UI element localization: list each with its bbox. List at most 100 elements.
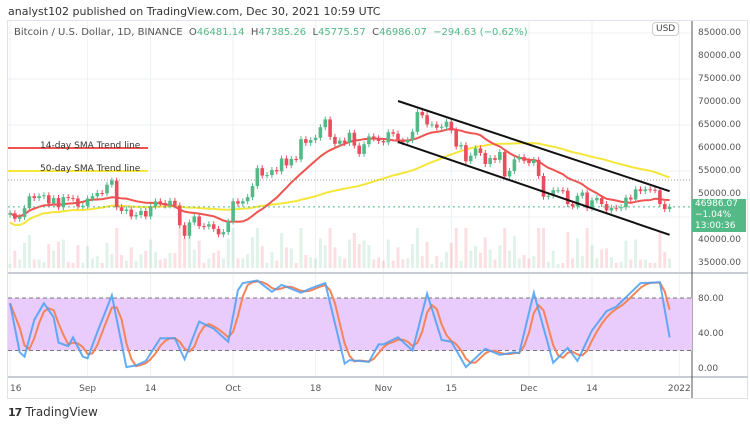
candle-body (226, 221, 231, 233)
volume-bar (556, 264, 560, 268)
candle-body (643, 189, 648, 192)
candle-body (493, 158, 497, 160)
candle-body (367, 136, 371, 145)
price-tick-label: 35000.00 (698, 258, 741, 268)
volume-bar (469, 250, 473, 268)
candle-body (541, 175, 546, 197)
candle-body (56, 198, 61, 208)
candle-body (328, 119, 332, 137)
volume-bar (600, 249, 604, 268)
volume-bar (517, 258, 521, 268)
volume-bar (352, 232, 356, 268)
volume-bar (454, 228, 458, 268)
volume-bar (52, 250, 56, 268)
volume-bar (192, 249, 196, 268)
volume-bar (575, 238, 579, 268)
candle-body (570, 204, 575, 207)
tradingview-logo-icon: 17 (8, 405, 22, 419)
candle-body (599, 198, 604, 205)
volume-bar (124, 260, 128, 268)
candle-body (144, 210, 148, 217)
price-tick-label: 80000.00 (698, 51, 741, 61)
candle-body (464, 145, 468, 162)
volume-bar (381, 260, 385, 268)
volume-bar (154, 251, 157, 268)
candle-body (80, 205, 85, 207)
volume-bar (299, 228, 303, 268)
candle-body (435, 124, 439, 128)
stoch-band (8, 298, 692, 351)
volume-bar (527, 258, 531, 268)
candle-body (129, 209, 134, 217)
candle-body (17, 216, 22, 219)
candle-body (279, 158, 284, 172)
chart-frame (7, 20, 748, 399)
candle-body (318, 127, 323, 138)
candle-body (66, 197, 70, 199)
volume-bar (255, 228, 259, 268)
volume-bar (639, 259, 642, 268)
sma50-annotation: 50-day SMA Trend line (40, 164, 141, 174)
volume-bar (318, 238, 322, 268)
volume-bar (309, 257, 313, 268)
footer-brand-text: TradingView (25, 405, 98, 419)
candle-body (139, 210, 143, 216)
low-value: 45775.57 (318, 27, 366, 38)
candle-body (207, 224, 211, 227)
candle-body (110, 180, 114, 185)
candle-body (478, 148, 483, 153)
candle-body (323, 119, 328, 128)
channel-upper-line (397, 100, 670, 193)
volume-bar (542, 228, 545, 268)
candle-body (47, 195, 51, 204)
volume-bar (338, 256, 342, 268)
candle-body (8, 213, 12, 215)
candle-body (274, 170, 279, 172)
currency-button[interactable]: USD (652, 22, 680, 36)
change-value: −294.63 (−0.62%) (433, 27, 528, 38)
volume-bar (202, 262, 206, 268)
volume-bar (333, 247, 337, 268)
volume-bar (115, 228, 119, 268)
candle-body (255, 168, 260, 187)
bar-countdown: 13:00:36 (695, 221, 736, 231)
candle-body (396, 133, 400, 141)
volume-bar (226, 238, 230, 268)
open-label: O (188, 27, 197, 38)
volume-bar (546, 261, 550, 268)
volume-bar (605, 248, 609, 268)
volume-bar (377, 257, 381, 268)
volume-bar (163, 258, 167, 268)
volume-bar (187, 231, 191, 268)
volume-bar (488, 249, 492, 268)
candle-body (182, 225, 187, 236)
candle-body (299, 139, 303, 160)
footer-brand[interactable]: 17 TradingView (8, 405, 98, 419)
channel-lower-line (397, 140, 670, 236)
volume-bar (71, 262, 75, 268)
volume-bar (27, 235, 31, 268)
candle-body (153, 201, 158, 207)
candle-body (662, 204, 667, 210)
volume-bar (658, 230, 662, 268)
price-tick-label: 70000.00 (698, 97, 741, 107)
candle-body (284, 158, 289, 166)
volume-bar (294, 262, 298, 268)
volume-bar (430, 264, 434, 268)
volume-bar (420, 256, 424, 268)
candle-body (376, 138, 381, 142)
volume-bar (129, 247, 133, 268)
time-tick-label: 14 (586, 384, 598, 394)
candle-body (241, 201, 245, 204)
candle-body (658, 190, 662, 205)
time-tick-label: Nov (375, 384, 393, 394)
volume-bar (76, 245, 80, 268)
volume-bar (440, 261, 444, 268)
volume-bar (512, 236, 516, 268)
candle-body (211, 224, 216, 229)
volume-bar (168, 252, 172, 268)
candle-body (473, 148, 478, 156)
candle-body (105, 184, 109, 194)
candle-body (415, 112, 420, 132)
